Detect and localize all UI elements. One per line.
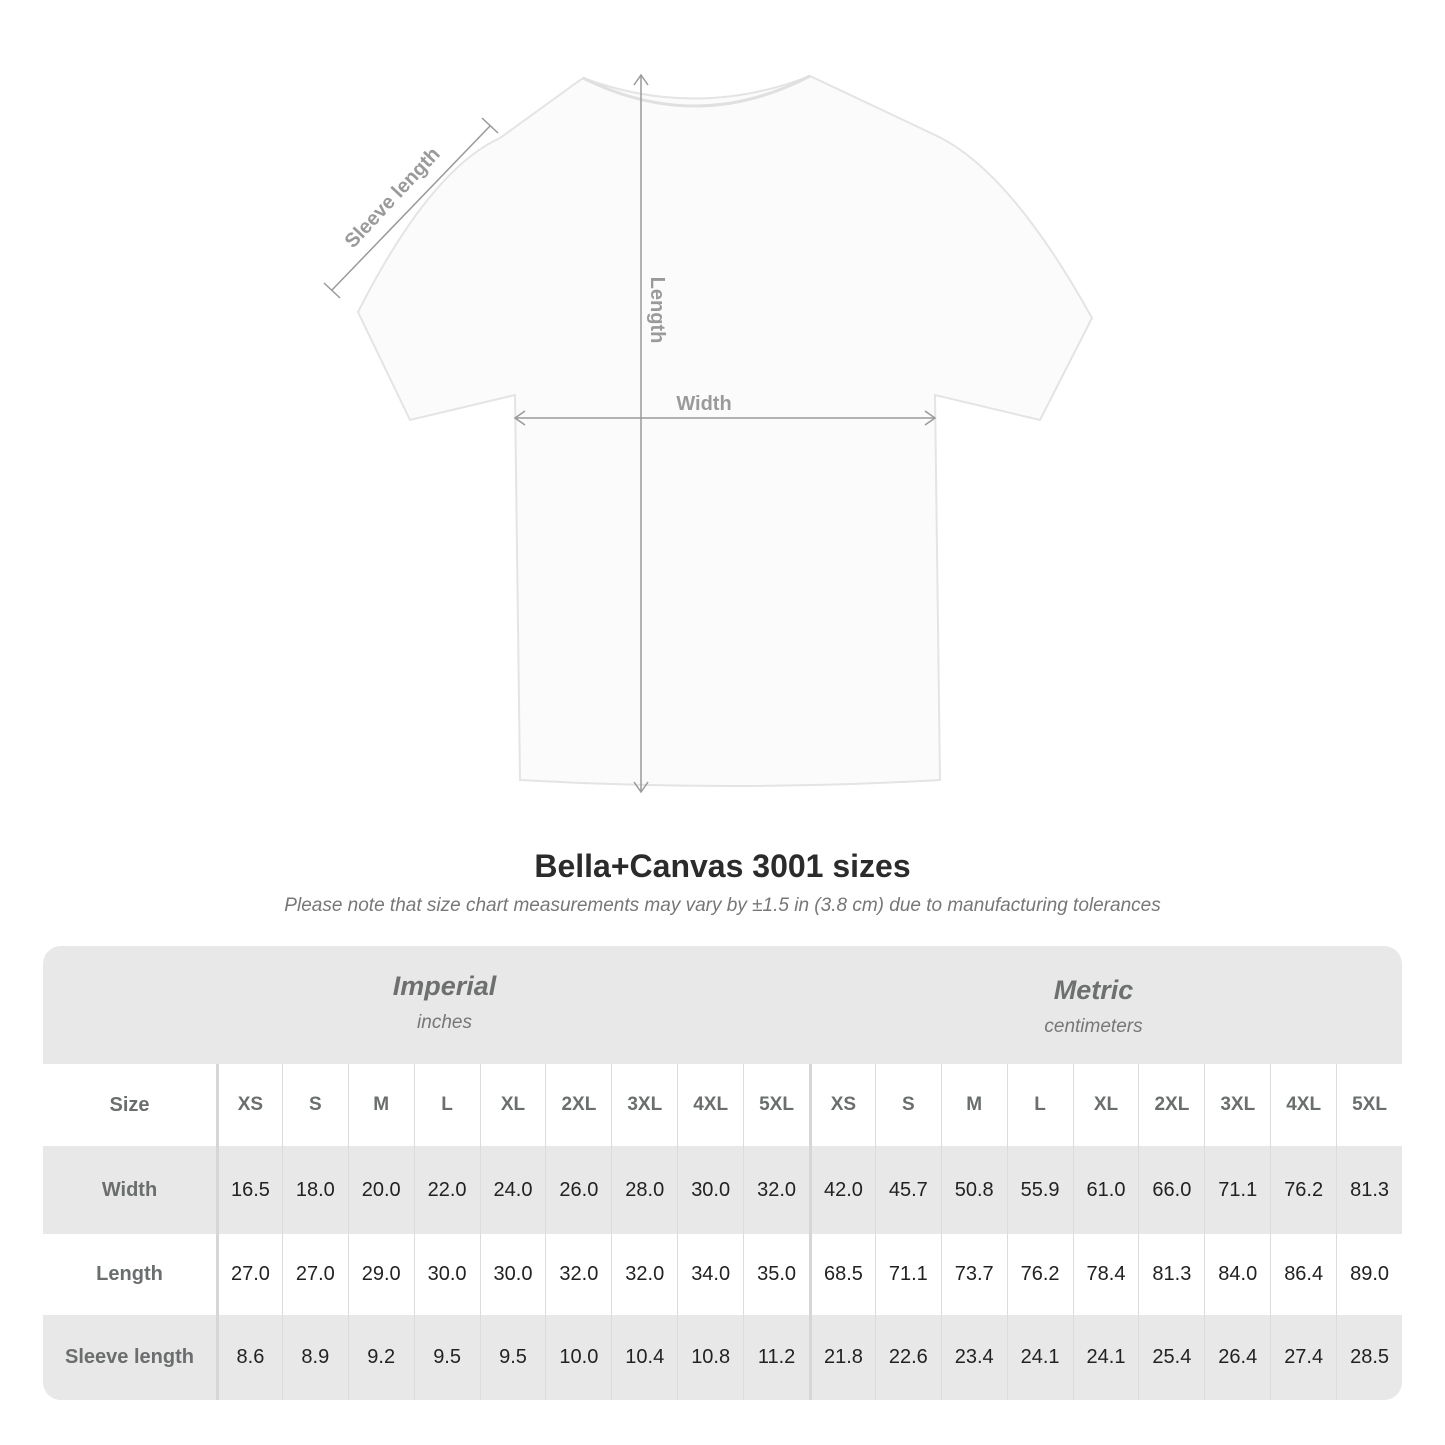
- table-cell: 32.0: [545, 1234, 611, 1315]
- table-cell: 30.0: [677, 1146, 743, 1234]
- tshirt-diagram: Width Length Sleeve length: [323, 73, 1094, 794]
- table-cell: 9.2: [347, 1315, 414, 1400]
- size-header-cell: 3XL: [611, 1064, 677, 1146]
- size-table: Imperial inches Metric centimeters Size …: [43, 946, 1402, 1400]
- table-cell: 89.0: [1336, 1234, 1402, 1315]
- metric-title: Metric: [1053, 975, 1134, 1005]
- size-header-cell: S: [874, 1064, 941, 1146]
- size-header-cell: XL: [1072, 1064, 1139, 1146]
- table-cell: 26.4: [1204, 1315, 1270, 1400]
- table-cell: 22.6: [874, 1315, 941, 1400]
- table-cell: 76.2: [1006, 1234, 1073, 1315]
- size-header-cell: XS: [216, 1064, 282, 1146]
- width-label: Width: [676, 393, 731, 415]
- table-cell: 66.0: [1138, 1146, 1204, 1234]
- size-header-cell: XS: [808, 1064, 875, 1146]
- imperial-title: Imperial: [392, 971, 497, 1001]
- size-header-cell: M: [940, 1064, 1007, 1146]
- table-cell: 29.0: [347, 1234, 414, 1315]
- metric-header: Metric centimeters: [865, 975, 1322, 1038]
- table-cell: 24.1: [1072, 1315, 1139, 1400]
- table-cell: 78.4: [1072, 1234, 1139, 1315]
- table-cell: 24.1: [1006, 1315, 1073, 1400]
- imperial-header: Imperial inches: [216, 971, 673, 1034]
- tshirt-shape: [356, 74, 1094, 787]
- table-cell: 8.6: [216, 1315, 282, 1400]
- table-cell: 32.0: [743, 1146, 809, 1234]
- table-cell: 28.0: [611, 1146, 677, 1234]
- table-cell: 50.8: [940, 1146, 1007, 1234]
- size-header-row: Size XS S M L XL 2XL 3XL 4XL 5XL XS S M L XL 2XL 3XL 4XL…: [43, 1064, 1402, 1146]
- table-cell: 45.7: [874, 1146, 941, 1234]
- table-cell: 76.2: [1270, 1146, 1336, 1234]
- table-row-sleeve-length: Sleeve length 8.6 8.9 9.2 9.5 9.5 10.0 10.4 10.8…: [43, 1315, 1402, 1400]
- table-cell: 10.0: [545, 1315, 611, 1400]
- table-cell: 73.7: [940, 1234, 1007, 1315]
- table-cell: 42.0: [808, 1146, 875, 1234]
- table-cell: 25.4: [1138, 1315, 1204, 1400]
- table-cell: 30.0: [413, 1234, 480, 1315]
- size-header-cell: L: [1006, 1064, 1073, 1146]
- table-cell: 30.0: [479, 1234, 546, 1315]
- table-cell: 18.0: [281, 1146, 348, 1234]
- size-header-label: Size: [109, 1093, 150, 1116]
- table-row-length: Length 27.0 27.0 29.0 30.0 30.0 32.0 32.0 34.0 35…: [43, 1234, 1402, 1315]
- table-cell: 27.4: [1270, 1315, 1336, 1400]
- table-cell: 23.4: [940, 1315, 1007, 1400]
- size-header-cell: 2XL: [545, 1064, 611, 1146]
- row-label: Sleeve length: [65, 1346, 194, 1368]
- table-cell: 35.0: [743, 1234, 809, 1315]
- table-cell: 21.8: [808, 1315, 875, 1400]
- row-label: Width: [101, 1178, 158, 1201]
- size-header-cell: 2XL: [1138, 1064, 1204, 1146]
- table-cell: 20.0: [347, 1146, 414, 1234]
- table-cell: 11.2: [743, 1315, 809, 1400]
- table-cell: 86.4: [1270, 1234, 1336, 1315]
- table-cell: 8.9: [281, 1315, 348, 1400]
- size-header-cell: S: [281, 1064, 348, 1146]
- size-header-cell: 4XL: [677, 1064, 743, 1146]
- table-cell: 10.8: [677, 1315, 743, 1400]
- row-label: Length: [96, 1263, 163, 1285]
- size-header-cell: L: [413, 1064, 480, 1146]
- sleeve-measure-line: [331, 125, 491, 291]
- table-cell: 27.0: [281, 1234, 348, 1315]
- size-header-cell: 5XL: [743, 1064, 809, 1146]
- table-cell: 34.0: [677, 1234, 743, 1315]
- table-cell: 22.0: [413, 1146, 480, 1234]
- table-cell: 61.0: [1072, 1146, 1139, 1234]
- table-cell: 28.5: [1336, 1315, 1402, 1400]
- unit-system-header: Imperial inches Metric centimeters: [43, 946, 1402, 1064]
- table-cell: 81.3: [1336, 1146, 1402, 1234]
- length-label: Length: [646, 277, 668, 344]
- table-cell: 10.4: [611, 1315, 677, 1400]
- tolerance-note: Please note that size chart measurements…: [284, 895, 1161, 916]
- table-cell: 71.1: [1204, 1146, 1270, 1234]
- page-title: Bella+Canvas 3001 sizes: [534, 848, 911, 884]
- table-cell: 81.3: [1138, 1234, 1204, 1315]
- table-row-width: Width 16.5 18.0 20.0 22.0 24.0 26.0 28.0 30.0 32.…: [43, 1146, 1402, 1234]
- size-header-cell: 5XL: [1336, 1064, 1402, 1146]
- table-cell: 9.5: [413, 1315, 480, 1400]
- size-header-cell: 3XL: [1204, 1064, 1270, 1146]
- table-cell: 84.0: [1204, 1234, 1270, 1315]
- table-cell: 55.9: [1006, 1146, 1073, 1234]
- tshirt-collar: [582, 74, 811, 108]
- size-header-cell: M: [347, 1064, 414, 1146]
- size-header-cell: XL: [479, 1064, 546, 1146]
- table-cell: 9.5: [479, 1315, 546, 1400]
- table-cell: 24.0: [479, 1146, 546, 1234]
- table-cell: 16.5: [216, 1146, 282, 1234]
- table-cell: 71.1: [874, 1234, 941, 1315]
- table-cell: 26.0: [545, 1146, 611, 1234]
- metric-unit: centimeters: [1044, 1016, 1143, 1037]
- table-cell: 32.0: [611, 1234, 677, 1315]
- size-header-cell: 4XL: [1270, 1064, 1336, 1146]
- table-cell: 68.5: [808, 1234, 875, 1315]
- table-cell: 27.0: [216, 1234, 282, 1315]
- imperial-unit: inches: [417, 1012, 472, 1033]
